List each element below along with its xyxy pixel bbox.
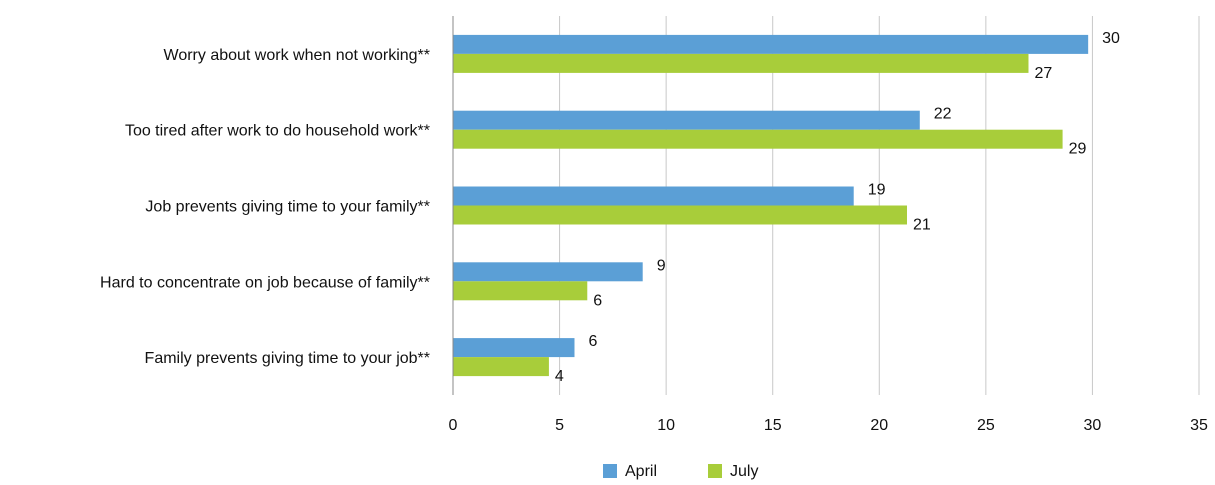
category-label: Too tired after work to do household wor… bbox=[125, 123, 430, 140]
x-tick-label-0: 0 bbox=[449, 417, 458, 434]
bar-april-3 bbox=[453, 262, 643, 282]
bar-july-2 bbox=[453, 205, 907, 225]
data-label-april-3: 9 bbox=[657, 257, 666, 274]
x-tick-label-5: 5 bbox=[555, 417, 564, 434]
category-labels: Worry about work when not working** Too t… bbox=[100, 47, 430, 367]
legend-swatch-july bbox=[708, 464, 722, 478]
data-label-april-2: 19 bbox=[868, 182, 886, 199]
legend-label-july: July bbox=[730, 463, 758, 480]
category-label: Job prevents giving time to your family*… bbox=[145, 199, 430, 216]
data-label-april-4: 6 bbox=[588, 333, 597, 350]
bar-july-0 bbox=[453, 53, 1029, 73]
data-label-april-0: 30 bbox=[1102, 30, 1120, 47]
bar-april-4 bbox=[453, 338, 575, 358]
data-label-july-4: 4 bbox=[555, 368, 564, 385]
x-tick-label-20: 20 bbox=[870, 417, 888, 434]
bar-april-1 bbox=[453, 110, 920, 130]
bar-july-1 bbox=[453, 129, 1063, 149]
legend-label-april: April bbox=[625, 463, 657, 480]
bar-july-3 bbox=[453, 281, 588, 301]
data-label-july-2: 21 bbox=[913, 217, 931, 234]
x-tick-label-10: 10 bbox=[657, 417, 675, 434]
data-label-july-3: 6 bbox=[593, 292, 602, 309]
data-label-july-0: 27 bbox=[1034, 65, 1052, 82]
data-label-april-1: 22 bbox=[934, 106, 952, 123]
bars bbox=[453, 34, 1089, 377]
category-label: Worry about work when not working** bbox=[164, 47, 431, 64]
x-tick-label-30: 30 bbox=[1084, 417, 1102, 434]
legend: April July bbox=[603, 463, 758, 480]
legend-swatch-april bbox=[603, 464, 617, 478]
x-tick-label-15: 15 bbox=[764, 417, 782, 434]
x-axis-ticks: 0 5 10 15 20 25 30 35 bbox=[449, 417, 1208, 434]
data-label-july-1: 29 bbox=[1069, 141, 1087, 158]
category-label: Hard to concentrate on job because of fa… bbox=[100, 274, 430, 291]
bar-july-4 bbox=[453, 357, 549, 377]
x-tick-label-25: 25 bbox=[977, 417, 995, 434]
category-label: Family prevents giving time to your job*… bbox=[145, 350, 430, 367]
x-tick-label-35: 35 bbox=[1190, 417, 1208, 434]
bar-april-2 bbox=[453, 186, 854, 206]
data-labels: 30 27 22 29 19 21 9 6 6 4 bbox=[555, 30, 1120, 385]
bar-april-0 bbox=[453, 34, 1089, 54]
